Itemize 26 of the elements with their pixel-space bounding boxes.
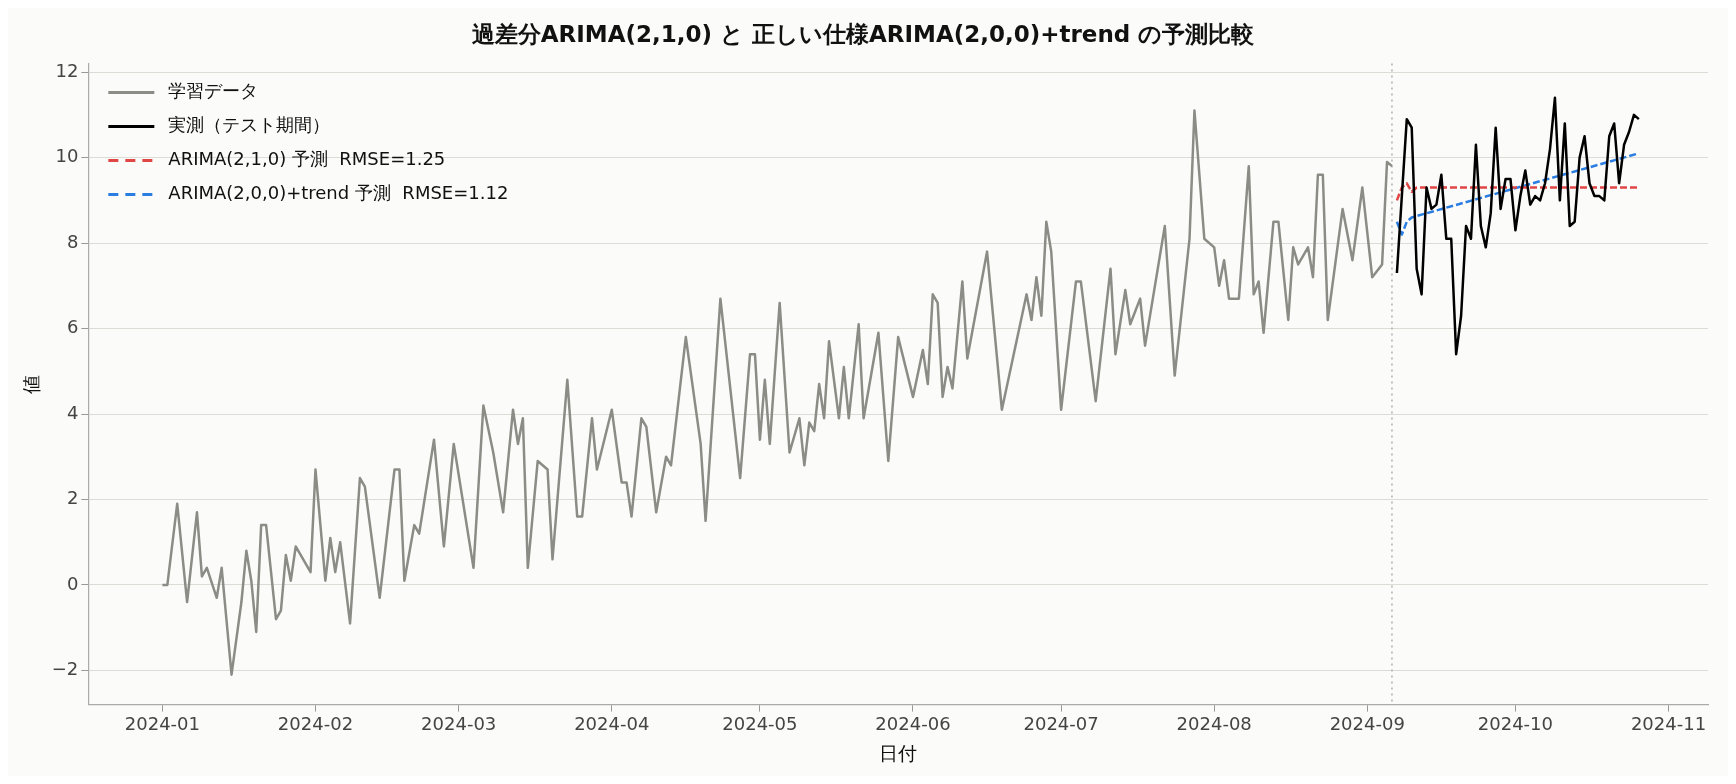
y-tick-label: 8 [66,230,79,252]
y-tick-label: 12 [55,59,79,81]
y-tick-label: −2 [51,658,79,680]
x-tick-label: 2024-03 [421,713,497,735]
chart-title: 過差分ARIMA(2,1,0) と 正しい仕様ARIMA(2,0,0)+trend の予測比較 [471,20,1256,47]
legend-label: ARIMA(2,1,0) 予測 RMSE=1.25 [168,148,446,170]
x-tick-label: 2024-08 [1176,713,1252,735]
x-axis-title: 日付 [879,741,918,764]
x-tick-label: 2024-10 [1477,713,1554,735]
legend-label: 学習データ [168,80,259,102]
x-tick-label: 2024-05 [722,713,798,735]
legend-label: ARIMA(2,0,0)+trend 予測 RMSE=1.12 [168,182,509,204]
legend-label: 実測（テスト期間） [168,114,331,136]
y-tick-label: 10 [55,145,79,167]
y-tick-label: 2 [66,487,79,509]
x-tick-label: 2024-04 [574,713,650,735]
x-tick-label: 2024-09 [1329,713,1405,735]
y-axis-title: 値 [20,374,43,394]
x-tick-label: 2024-02 [277,713,354,735]
x-tick-label: 2024-01 [124,713,201,735]
y-tick-label: 0 [66,572,79,594]
x-tick-label: 2024-11 [1630,713,1707,735]
y-tick-label: 6 [66,316,79,338]
y-tick-label: 4 [66,401,79,423]
x-tick-label: 2024-07 [1023,713,1099,735]
x-tick-label: 2024-06 [875,713,951,735]
